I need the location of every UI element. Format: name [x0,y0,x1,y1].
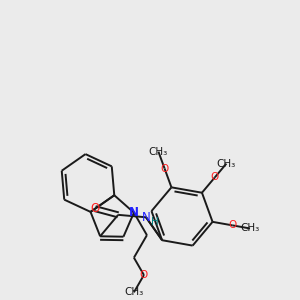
Text: CH₃: CH₃ [217,159,236,169]
Text: CH₃: CH₃ [149,147,168,157]
Text: O: O [90,202,100,215]
Text: N: N [129,206,139,219]
Text: O: O [160,164,169,173]
Text: H: H [151,217,159,227]
Text: N: N [142,211,150,224]
Text: CH₃: CH₃ [124,287,143,297]
Text: O: O [140,270,148,280]
Text: O: O [211,172,219,182]
Text: CH₃: CH₃ [240,224,260,233]
Text: O: O [228,220,236,230]
